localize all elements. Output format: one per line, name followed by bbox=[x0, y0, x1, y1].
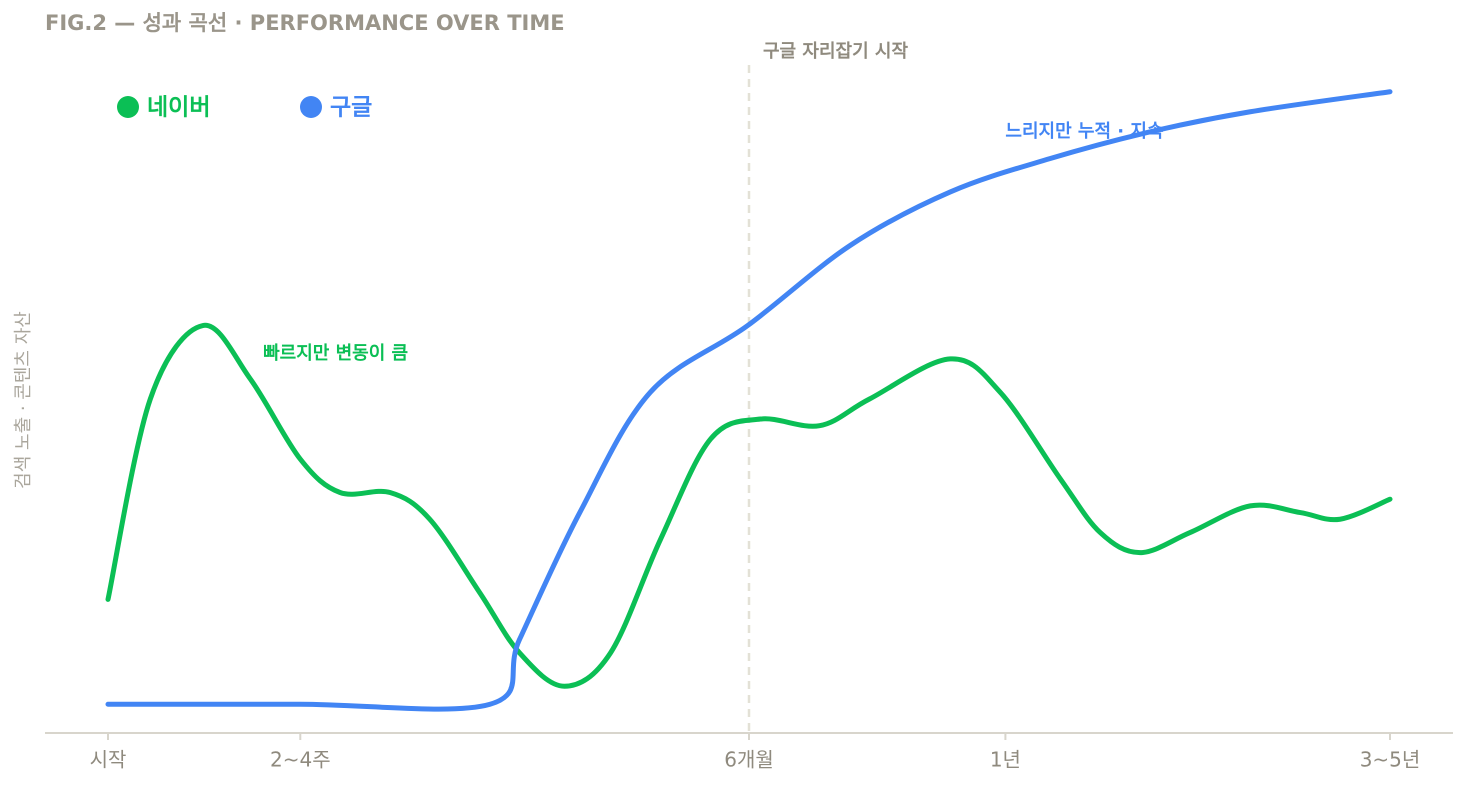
legend-label: 네이버 bbox=[147, 95, 210, 121]
annotation: 느리지만 누적 · 지속 bbox=[1005, 121, 1163, 142]
annotation: 빠르지만 변동이 큼 bbox=[263, 343, 408, 364]
x-tick-label: 6개월 bbox=[724, 748, 774, 772]
series-line bbox=[105, 323, 1393, 689]
x-tick-label: 시작 bbox=[90, 748, 127, 772]
legend-label: 구글 bbox=[330, 95, 372, 121]
x-tick-label: 1년 bbox=[990, 748, 1021, 772]
series-line bbox=[105, 89, 1393, 712]
legend-marker bbox=[117, 96, 139, 118]
vline-label: 구글 자리잡기 시작 bbox=[763, 41, 908, 62]
y-axis-label: 검색 노출 · 콘텐츠 자산 bbox=[13, 311, 34, 489]
x-tick-label: 2~4주 bbox=[270, 748, 331, 772]
legend-marker bbox=[300, 96, 322, 118]
chart-title: FIG.2 — 성과 곡선 · PERFORMANCE OVER TIME bbox=[45, 11, 565, 35]
x-tick-label: 3~5년 bbox=[1360, 748, 1421, 772]
